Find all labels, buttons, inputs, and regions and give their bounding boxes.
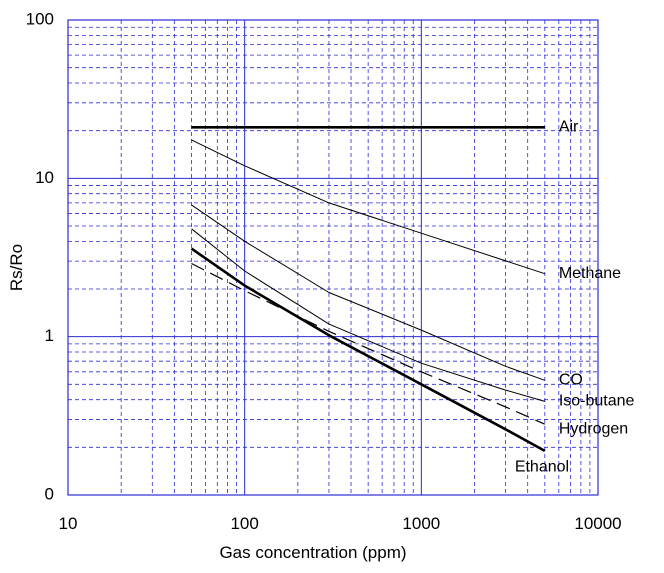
series-iso-butane (191, 228, 545, 402)
y-tick-label: 1 (45, 326, 54, 345)
series-labels: Air Methane CO Iso-butane Hydrogen Ethanol (515, 119, 635, 476)
tick-labels: 10 100 1000 10000 0 1 10 100 (26, 9, 622, 533)
label-iso-butane: Iso-butane (559, 393, 635, 410)
label-co: CO (559, 372, 583, 389)
label-ethanol: Ethanol (515, 458, 569, 475)
label-hydrogen: Hydrogen (559, 421, 628, 438)
x-tick-label: 100 (230, 514, 258, 533)
x-tick-label: 10 (59, 514, 78, 533)
x-tick-label: 10000 (574, 514, 621, 533)
y-axis-label: Rs/Ro (7, 244, 26, 291)
plot-frame (67, 19, 599, 496)
grid (67, 20, 598, 496)
series-co (191, 204, 545, 381)
y-tick-label: 0 (45, 484, 54, 503)
y-tick-label: 100 (26, 9, 54, 28)
label-methane: Methane (559, 265, 621, 282)
x-tick-label: 1000 (402, 514, 440, 533)
series-ethanol (190, 247, 546, 453)
series-methane (191, 139, 545, 275)
label-air: Air (559, 119, 579, 136)
x-axis-label: Gas concentration (ppm) (219, 543, 406, 562)
series-hydrogen (191, 262, 546, 425)
series-group (190, 126, 546, 453)
y-tick-label: 10 (35, 168, 54, 187)
